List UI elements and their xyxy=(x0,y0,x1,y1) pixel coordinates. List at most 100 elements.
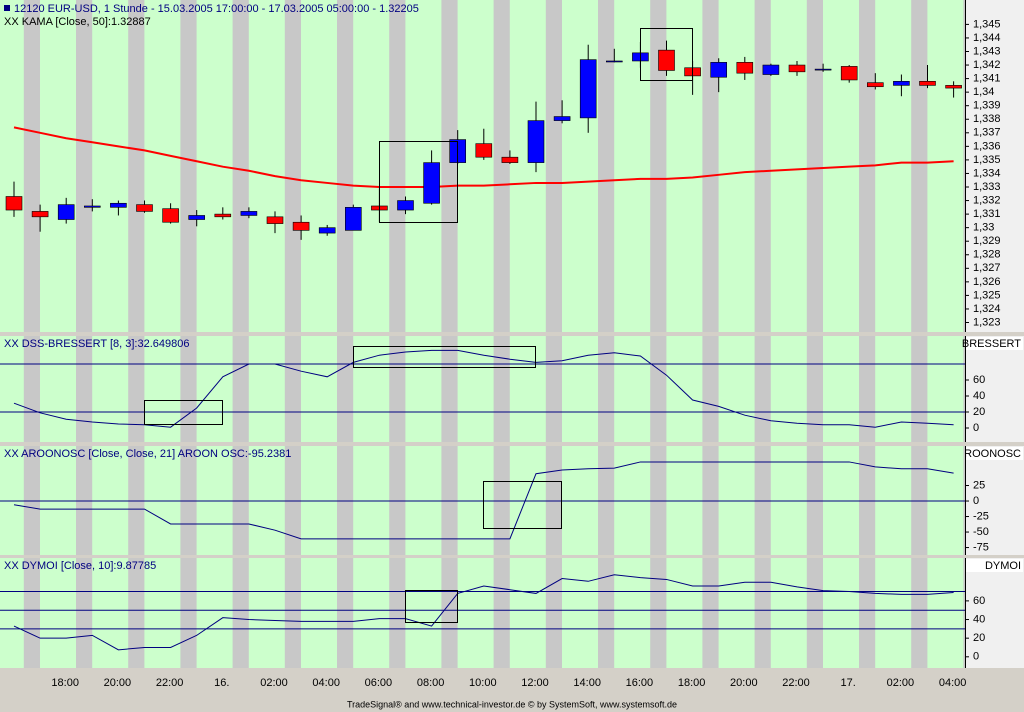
annotation-box xyxy=(353,346,536,368)
stripe xyxy=(823,446,859,555)
panel-title: XX DYMOI [Close, 10]:9.87785 xyxy=(4,560,156,572)
candle-body xyxy=(945,85,962,89)
candle-body xyxy=(31,211,49,218)
chart-title: 12120 EUR-USD, 1 Stunde - 15.03.2005 17:… xyxy=(14,3,419,15)
y-tick-label: 1,331 xyxy=(973,208,1001,220)
axis-label-box xyxy=(966,337,1023,350)
kama-line xyxy=(13,126,954,189)
candle-body xyxy=(762,64,780,75)
stripe xyxy=(770,446,807,555)
candle-body xyxy=(214,213,232,218)
candle-body xyxy=(110,202,127,208)
candle-body xyxy=(266,216,284,224)
candle-body xyxy=(318,227,336,234)
stripes xyxy=(0,0,1024,668)
stripe xyxy=(562,446,598,555)
stripe xyxy=(614,336,651,442)
stripe xyxy=(40,558,76,668)
y-tick-label: 1,337 xyxy=(973,127,1001,139)
stripe xyxy=(196,446,233,555)
y-tick-label: 1,33 xyxy=(973,222,994,234)
axis-label: DYMOI xyxy=(985,560,1021,572)
y-tick-label: 1,342 xyxy=(973,59,1001,71)
stripe xyxy=(927,336,964,442)
stripe xyxy=(301,446,337,555)
y-tick-label: 40 xyxy=(973,613,985,625)
y-tick-label: 1,325 xyxy=(973,289,1001,301)
stripe xyxy=(92,336,129,442)
stripe xyxy=(405,446,442,555)
stripe xyxy=(457,558,494,668)
y-tick-label: 60 xyxy=(973,374,985,386)
y-tick-label: 60 xyxy=(973,595,985,607)
footer: TradeSignal® and www.technical-investor.… xyxy=(347,699,677,709)
y-tick-label: 1,336 xyxy=(973,140,1001,152)
stripe xyxy=(562,336,598,442)
y-tick-label: 1,328 xyxy=(973,249,1001,261)
stripe xyxy=(823,558,859,668)
stripe xyxy=(770,558,807,668)
plot: 1,3231,3241,3251,3261,3271,3281,3291,331… xyxy=(0,3,1023,689)
stripe xyxy=(666,446,703,555)
axis-bg xyxy=(965,0,1024,332)
y-tick-label: 1,326 xyxy=(973,276,1001,288)
x-tick-label: 08:00 xyxy=(417,677,445,689)
stripe xyxy=(353,558,390,668)
x-tick-label: 14:00 xyxy=(573,677,601,689)
candle-body xyxy=(553,116,571,121)
stripe xyxy=(718,558,755,668)
stripe xyxy=(353,446,390,555)
y-tick-label: 40 xyxy=(973,390,985,402)
legend-label: XX KAMA [Close, 50]:1.32887 xyxy=(4,16,151,28)
stripe xyxy=(666,0,703,332)
axis-bg xyxy=(965,336,1024,442)
y-tick-label: -25 xyxy=(973,510,989,522)
stripe xyxy=(0,336,24,442)
stripe xyxy=(562,0,598,332)
stripe xyxy=(405,558,442,668)
y-tick-label: 20 xyxy=(973,406,985,418)
y-tick-label: 0 xyxy=(973,422,979,434)
candle-body xyxy=(893,81,910,86)
stripe xyxy=(40,0,76,332)
stripe xyxy=(927,446,964,555)
candle-body xyxy=(188,215,205,220)
stripe xyxy=(92,558,129,668)
candle-body xyxy=(788,64,806,73)
x-tick-label: 20:00 xyxy=(104,677,132,689)
x-tick-label: 10:00 xyxy=(469,677,497,689)
candle-body xyxy=(527,120,545,163)
y-tick-label: 25 xyxy=(973,479,985,491)
y-tick-label: 1,332 xyxy=(973,194,1001,206)
annotation-box xyxy=(640,28,693,81)
y-tick-label: 1,344 xyxy=(973,32,1001,44)
y-tick-label: 1,334 xyxy=(973,167,1001,179)
y-tick-label: 1,338 xyxy=(973,113,1001,125)
panel-title: XX DSS-BRESSERT [8, 3]:32.649806 xyxy=(4,338,189,350)
candle-body xyxy=(292,221,310,231)
stripe xyxy=(92,446,129,555)
candle-body xyxy=(579,59,597,119)
x-tick-label: 20:00 xyxy=(730,677,758,689)
candle-body xyxy=(136,204,153,212)
x-tick-label: 22:00 xyxy=(782,677,810,689)
x-tick-label: 16:00 xyxy=(626,677,654,689)
stripe xyxy=(144,0,181,332)
stripe xyxy=(40,446,76,555)
stripe xyxy=(666,336,703,442)
stripe xyxy=(509,336,546,442)
candle-body xyxy=(397,200,414,211)
stripe xyxy=(248,558,285,668)
stripe xyxy=(144,558,181,668)
candle-body xyxy=(710,62,728,78)
stripe xyxy=(353,0,390,332)
stripe xyxy=(0,558,24,668)
stripe xyxy=(823,336,859,442)
stripe xyxy=(718,336,755,442)
x-tick-label: 12:00 xyxy=(521,677,549,689)
stripe xyxy=(457,0,494,332)
candle-body xyxy=(605,60,623,63)
candle-body xyxy=(736,62,754,74)
